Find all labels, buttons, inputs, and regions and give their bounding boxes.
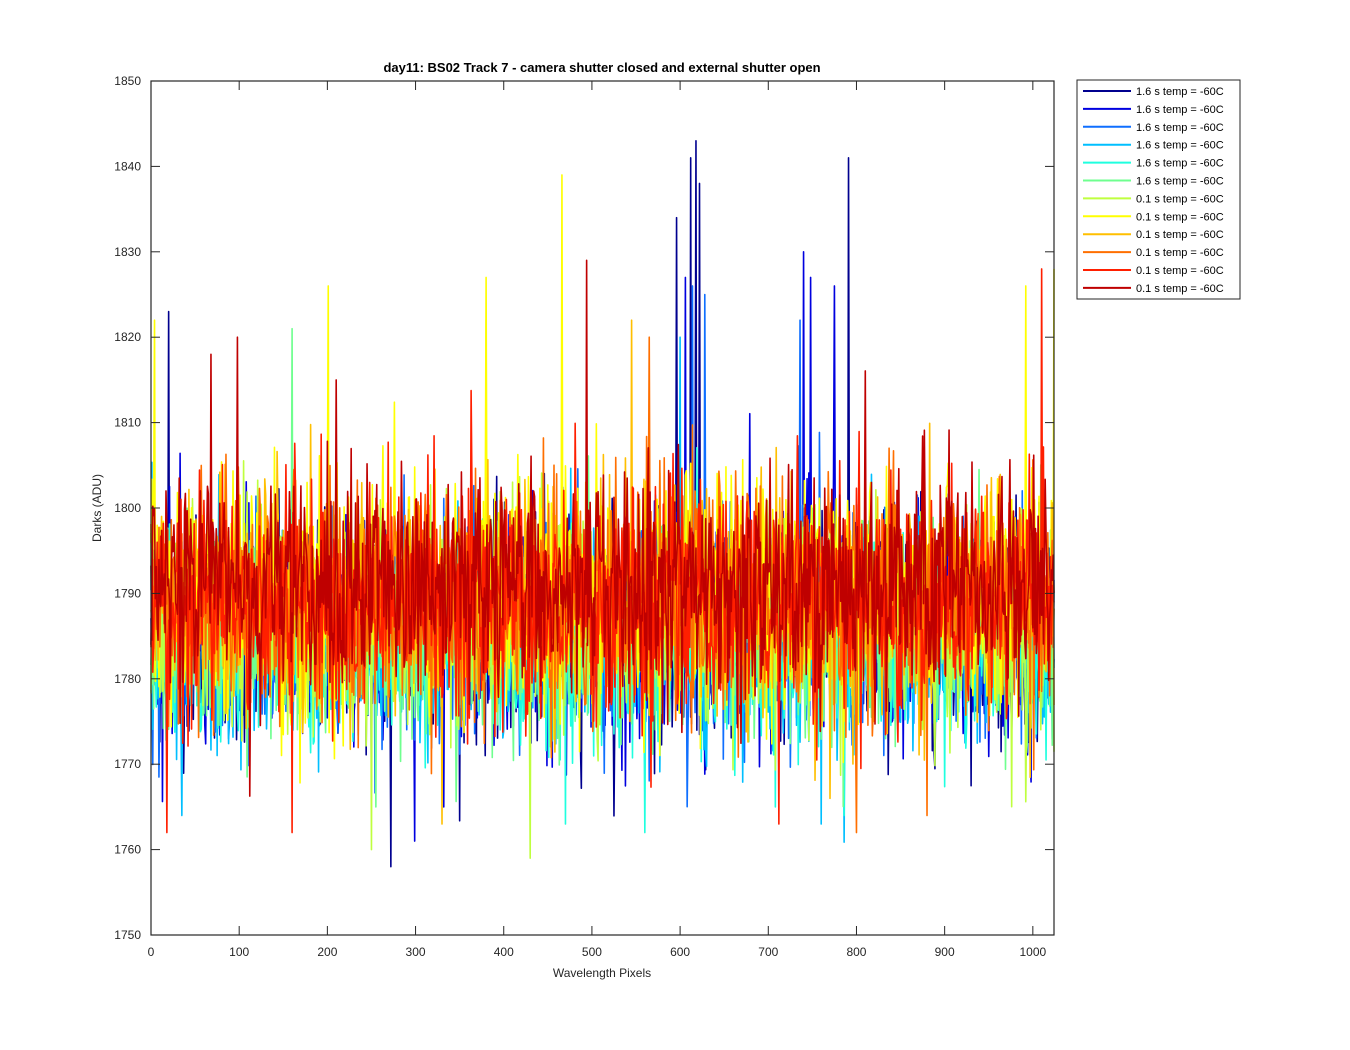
x-tick-label: 500 — [582, 945, 602, 959]
x-tick-label: 300 — [406, 945, 426, 959]
legend-item-10[interactable]: 0.1 s temp = -60C — [1083, 247, 1224, 259]
y-tick-label: 1840 — [114, 159, 141, 173]
legend-label: 1.6 s temp = -60C — [1136, 104, 1224, 116]
legend-item-5[interactable]: 1.6 s temp = -60C — [1083, 158, 1224, 170]
y-tick-label: 1850 — [114, 74, 141, 88]
y-tick-label: 1800 — [114, 501, 141, 515]
legend-item-8[interactable]: 0.1 s temp = -60C — [1083, 211, 1224, 223]
x-tick-label: 0 — [148, 945, 155, 959]
legend-label: 1.6 s temp = -60C — [1136, 122, 1224, 134]
legend-item-6[interactable]: 1.6 s temp = -60C — [1083, 176, 1224, 188]
legend-label: 1.6 s temp = -60C — [1136, 176, 1224, 188]
legend-item-4[interactable]: 1.6 s temp = -60C — [1083, 140, 1224, 152]
legend-label: 0.1 s temp = -60C — [1136, 265, 1224, 277]
x-tick-label: 600 — [670, 945, 690, 959]
legend-label: 1.6 s temp = -60C — [1136, 158, 1224, 170]
x-tick-label: 900 — [935, 945, 955, 959]
legend-label: 1.6 s temp = -60C — [1136, 86, 1224, 98]
legend-item-2[interactable]: 1.6 s temp = -60C — [1083, 104, 1224, 116]
chart-title: day11: BS02 Track 7 - camera shutter clo… — [383, 60, 820, 75]
legend-box — [1076, 79, 1241, 300]
legend-label: 0.1 s temp = -60C — [1136, 247, 1224, 259]
x-tick-label: 200 — [317, 945, 337, 959]
legend-item-3[interactable]: 1.6 s temp = -60C — [1083, 122, 1224, 134]
y-tick-label: 1820 — [114, 330, 141, 344]
y-tick-label: 1790 — [114, 586, 141, 600]
series-line-12 — [150, 259, 1055, 797]
x-tick-label: 800 — [846, 945, 866, 959]
legend-label: 1.6 s temp = -60C — [1136, 140, 1224, 152]
y-tick-label: 1770 — [114, 757, 141, 771]
y-tick-label: 1750 — [114, 928, 141, 942]
x-tick-label: 700 — [758, 945, 778, 959]
x-tick-label: 100 — [229, 945, 249, 959]
ticks-layer: 0 100 200 300 400 500 600 700 800 900 1000 1750 1760… — [114, 74, 1054, 959]
x-tick-label: 400 — [494, 945, 514, 959]
y-tick-label: 1780 — [114, 672, 141, 686]
legend-label: 0.1 s temp = -60C — [1136, 211, 1224, 223]
legend-label: 0.1 s temp = -60C — [1136, 193, 1224, 205]
legend-item-11[interactable]: 0.1 s temp = -60C — [1083, 265, 1224, 277]
legend-item-1[interactable]: 1.6 s temp = -60C — [1083, 86, 1224, 98]
y-tick-label: 1830 — [114, 245, 141, 259]
series-layer — [150, 139, 1055, 868]
y-tick-label: 1760 — [114, 843, 141, 857]
x-axis-label: Wavelength Pixels — [553, 966, 651, 980]
legend-label: 0.1 s temp = -60C — [1136, 229, 1224, 241]
y-tick-label: 1810 — [114, 416, 141, 430]
x-tick-label: 1000 — [1019, 945, 1046, 959]
legend-item-12[interactable]: 0.1 s temp = -60C — [1083, 283, 1224, 295]
legend-item-7[interactable]: 0.1 s temp = -60C — [1083, 193, 1224, 205]
legend[interactable]: 1.6 s temp = -60C 1.6 s temp = -60C 1.6 s … — [1076, 79, 1241, 300]
legend-item-9[interactable]: 0.1 s temp = -60C — [1083, 229, 1224, 241]
y-axis-label: Darks (ADU) — [90, 474, 104, 542]
legend-label: 0.1 s temp = -60C — [1136, 283, 1224, 295]
